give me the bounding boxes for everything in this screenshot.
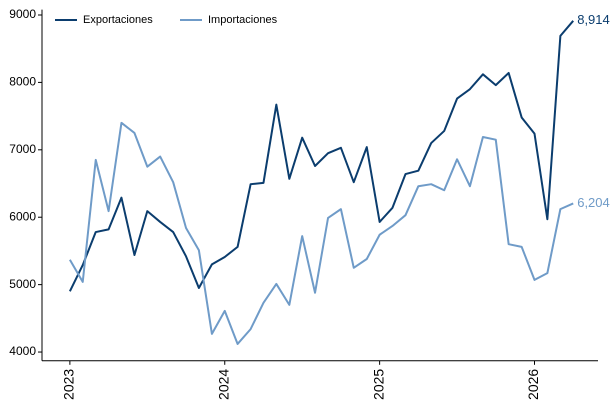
data-line — [69, 121, 574, 345]
end-label: 8,914 — [577, 12, 610, 27]
legend-label: Importaciones — [208, 14, 278, 26]
y-tick-label: 8000 — [9, 75, 36, 89]
x-tick-label: 2023 — [61, 369, 77, 400]
y-tick-label: 5000 — [9, 277, 36, 291]
x-tick-label: 2026 — [525, 369, 541, 400]
x-tick-label: 2025 — [370, 369, 386, 400]
x-tick-label: 2024 — [215, 369, 231, 400]
end-label: 6,204 — [577, 195, 610, 210]
y-tick-label: 6000 — [9, 209, 36, 223]
y-tick-label: 9000 — [9, 7, 36, 21]
y-tick-label: 7000 — [9, 142, 36, 156]
y-tick-label: 4000 — [9, 344, 36, 358]
data-line — [68, 20, 574, 292]
legend-label: Exportaciones — [83, 14, 153, 26]
